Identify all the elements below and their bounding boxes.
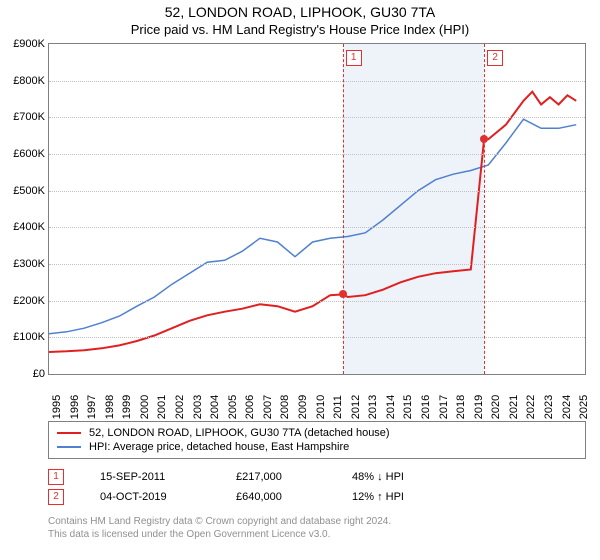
y-axis-label: £0 xyxy=(3,368,45,380)
sale-row: 2 04-OCT-2019 £640,000 12% ↑ HPI xyxy=(48,487,586,507)
sale-row: 1 15-SEP-2011 £217,000 48% ↓ HPI xyxy=(48,467,586,487)
gridline xyxy=(49,81,585,82)
series-property xyxy=(49,92,576,352)
gridline xyxy=(49,301,585,302)
sale-pct: 48% ↓ HPI xyxy=(352,471,432,483)
y-axis-label: £500K xyxy=(3,185,45,197)
sales-table: 1 15-SEP-2011 £217,000 48% ↓ HPI 2 04-OC… xyxy=(48,459,586,507)
y-axis-label: £900K xyxy=(3,38,45,50)
x-axis-labels: 1995199619971998199920002001200220032004… xyxy=(48,375,586,413)
gridline xyxy=(49,337,585,338)
marker-dot xyxy=(480,135,488,143)
sale-marker-icon: 2 xyxy=(48,489,64,505)
y-axis-label: £800K xyxy=(3,75,45,87)
y-axis-label: £700K xyxy=(3,111,45,123)
marker-line xyxy=(343,44,344,374)
line-layer xyxy=(49,44,585,374)
sale-date: 15-SEP-2011 xyxy=(100,471,200,483)
legend-swatch xyxy=(57,432,81,434)
gridline xyxy=(49,117,585,118)
footer-line: This data is licensed under the Open Gov… xyxy=(48,528,586,541)
legend-label: HPI: Average price, detached house, East… xyxy=(89,441,349,453)
marker-dot xyxy=(339,290,347,298)
footer-line: Contains HM Land Registry data © Crown c… xyxy=(48,515,586,528)
y-axis-label: £300K xyxy=(3,258,45,270)
legend-swatch xyxy=(57,446,81,448)
chart-title: 52, LONDON ROAD, LIPHOOK, GU30 7TA xyxy=(0,0,600,20)
y-axis-label: £400K xyxy=(3,221,45,233)
y-axis-label: £600K xyxy=(3,148,45,160)
marker-line xyxy=(484,44,485,374)
gridline xyxy=(49,191,585,192)
y-axis-label: £100K xyxy=(3,331,45,343)
gridline xyxy=(49,227,585,228)
chart-subtitle: Price paid vs. HM Land Registry's House … xyxy=(0,20,600,43)
sale-price: £217,000 xyxy=(236,471,316,483)
footer: Contains HM Land Registry data © Crown c… xyxy=(48,507,586,541)
legend-label: 52, LONDON ROAD, LIPHOOK, GU30 7TA (deta… xyxy=(89,427,390,439)
chart-container: 52, LONDON ROAD, LIPHOOK, GU30 7TA Price… xyxy=(0,0,600,560)
y-axis-label: £200K xyxy=(3,295,45,307)
gridline xyxy=(49,154,585,155)
sale-price: £640,000 xyxy=(236,491,316,503)
gridline xyxy=(49,264,585,265)
plot-area: £0£100K£200K£300K£400K£500K£600K£700K£80… xyxy=(48,43,586,375)
sale-date: 04-OCT-2019 xyxy=(100,491,200,503)
marker-badge: 1 xyxy=(346,50,362,66)
marker-badge: 2 xyxy=(487,50,503,66)
legend-item: 52, LONDON ROAD, LIPHOOK, GU30 7TA (deta… xyxy=(57,426,577,440)
legend: 52, LONDON ROAD, LIPHOOK, GU30 7TA (deta… xyxy=(48,421,586,459)
sale-pct: 12% ↑ HPI xyxy=(352,491,432,503)
x-axis-label: 2025 xyxy=(578,395,600,419)
legend-item: HPI: Average price, detached house, East… xyxy=(57,440,577,454)
sale-marker-icon: 1 xyxy=(48,469,64,485)
